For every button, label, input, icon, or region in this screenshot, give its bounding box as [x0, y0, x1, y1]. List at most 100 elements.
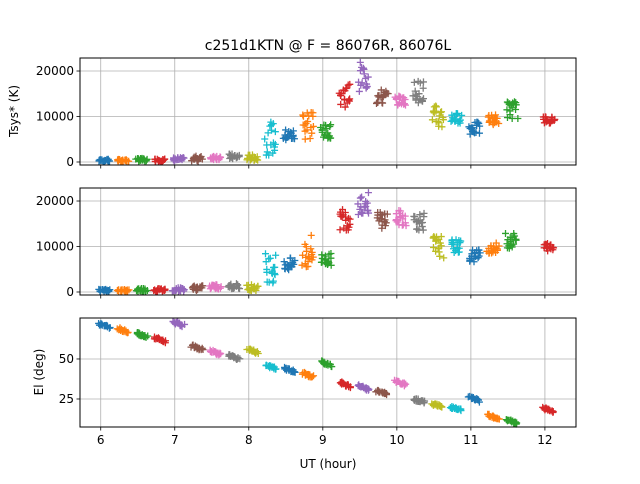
- data-point: [436, 252, 444, 260]
- data-point: [271, 263, 279, 271]
- scan-17-markers: [410, 209, 428, 234]
- data-point: [291, 257, 299, 265]
- data-point: [142, 333, 150, 341]
- scan-20-markers: [465, 118, 484, 138]
- scan-5-markers: [187, 341, 207, 354]
- data-point: [303, 126, 311, 134]
- data-point: [551, 115, 559, 123]
- data-point: [415, 90, 423, 98]
- scan-18-markers: [428, 400, 446, 411]
- data-point: [453, 111, 461, 119]
- scan-14-markers: [354, 381, 373, 394]
- data-point: [198, 344, 206, 352]
- data-point: [324, 260, 332, 268]
- scan-2-markers: [132, 154, 151, 165]
- data-point: [438, 403, 446, 411]
- data-point: [475, 252, 483, 260]
- data-point: [161, 286, 169, 294]
- scan-20-markers: [466, 246, 484, 266]
- data-point: [357, 208, 365, 216]
- data-point: [266, 254, 274, 262]
- data-point: [355, 87, 363, 95]
- data-point: [495, 119, 503, 127]
- data-point: [199, 346, 207, 354]
- data-point: [271, 140, 279, 148]
- data-point: [435, 119, 443, 127]
- data-point: [271, 271, 279, 279]
- scan-22-markers: [502, 229, 520, 252]
- data-point: [414, 99, 422, 107]
- data-point: [216, 153, 224, 161]
- data-point: [308, 373, 316, 381]
- data-point: [379, 99, 387, 107]
- panel-1: 0 10000 20000: [36, 187, 577, 299]
- data-point: [217, 350, 225, 358]
- data-point: [291, 368, 299, 376]
- scan-15-markers: [373, 86, 392, 107]
- data-point: [199, 282, 207, 290]
- data-point: [457, 407, 465, 415]
- scan-8-markers: [243, 345, 262, 358]
- axes-frame: [79, 187, 577, 296]
- scan-23-markers: [540, 240, 558, 255]
- scan-17-markers: [409, 77, 428, 107]
- scan-19-markers: [446, 402, 465, 415]
- data-point: [144, 332, 152, 340]
- data-point: [254, 156, 262, 164]
- data-point: [514, 114, 522, 122]
- scan-6-markers: [206, 281, 225, 293]
- data-point: [336, 226, 344, 234]
- data-point: [474, 254, 482, 262]
- data-point: [282, 126, 290, 134]
- scan-22-markers: [503, 98, 522, 122]
- data-point: [512, 101, 520, 109]
- data-point: [343, 84, 351, 92]
- scan-9-markers: [262, 361, 280, 373]
- data-point: [418, 96, 426, 104]
- y-tick-label: 20000: [36, 194, 74, 208]
- data-point: [327, 134, 335, 142]
- scan-16-markers: [392, 207, 410, 230]
- scan-22-markers: [502, 416, 521, 428]
- data-point: [356, 58, 364, 66]
- data-point: [437, 242, 445, 250]
- scan-9-markers: [261, 118, 279, 159]
- data-point: [476, 249, 484, 257]
- data-point: [402, 380, 410, 388]
- data-point: [365, 385, 373, 393]
- data-point: [549, 407, 557, 415]
- data-point: [510, 240, 518, 248]
- data-point: [549, 246, 557, 254]
- x-tick-label: 9: [319, 433, 327, 447]
- x-tick-label: 11: [463, 433, 478, 447]
- data-point: [181, 320, 189, 328]
- scan-8-markers: [243, 281, 262, 295]
- scan-21-markers: [484, 410, 503, 423]
- data-point: [503, 106, 511, 114]
- data-point: [310, 372, 318, 380]
- y-tick-label: 10000: [36, 240, 74, 254]
- data-point: [420, 213, 428, 221]
- y-tick-label: 50: [59, 352, 74, 366]
- scan-3-markers: [150, 333, 170, 347]
- scan-16-markers: [391, 376, 410, 390]
- data-point: [410, 78, 418, 86]
- data-point: [364, 189, 372, 197]
- data-point: [344, 81, 352, 89]
- data-point: [341, 208, 349, 216]
- data-point: [298, 261, 306, 269]
- data-point: [290, 260, 298, 268]
- data-point: [457, 237, 465, 245]
- data-point: [420, 95, 428, 103]
- data-point: [254, 350, 262, 358]
- scan-19-markers: [448, 236, 465, 257]
- data-point: [262, 250, 270, 258]
- scan-11-markers: [299, 108, 317, 143]
- scan-1-markers: [114, 155, 133, 165]
- data-point: [511, 232, 519, 240]
- data-point: [419, 226, 427, 234]
- data-point: [143, 155, 151, 163]
- data-point: [236, 285, 244, 293]
- data-point: [341, 103, 349, 111]
